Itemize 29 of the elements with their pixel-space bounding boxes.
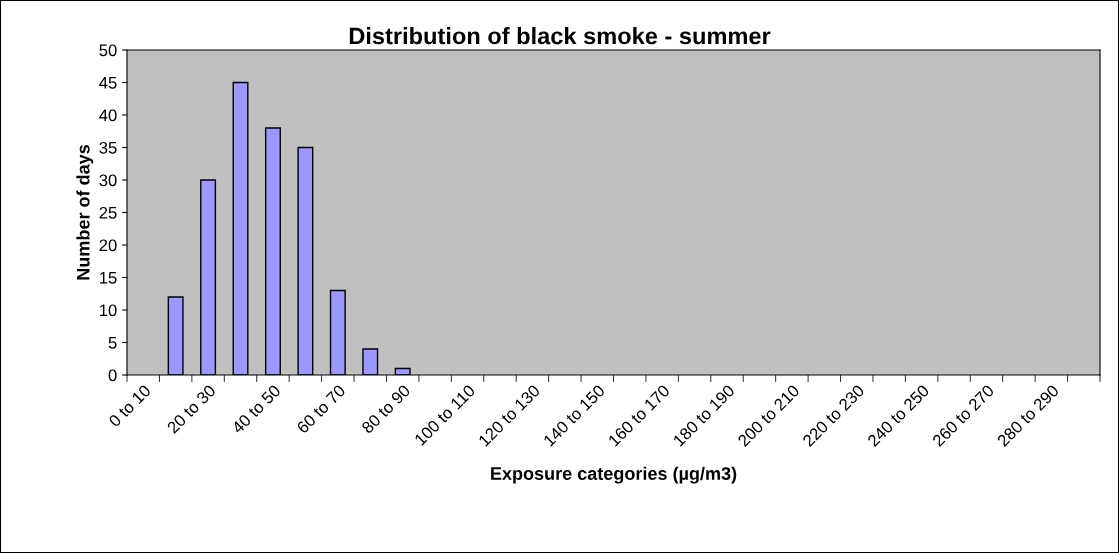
x-tick-label: 80 to 90 [360, 384, 411, 435]
x-tick-label: 100 to 110 [413, 384, 476, 446]
y-tick-label: 15 [100, 272, 117, 284]
x-tick-label: 20 to 30 [166, 384, 217, 434]
x-tick-label: 260 to 270 [931, 384, 995, 448]
x-tick-label: 160 to 170 [607, 384, 671, 447]
y-tick-label: 30 [99, 174, 117, 187]
x-tick-label: 120 to 130 [477, 384, 541, 447]
y-axis-title: Number of days [76, 145, 94, 280]
x-tick-label: 140 to 150 [542, 384, 606, 447]
x-tick-label: 220 to 230 [801, 384, 865, 448]
x-tick-label: 180 to 190 [672, 384, 736, 447]
chart-title: Distribution of black smoke - summer [349, 27, 771, 45]
y-tick-label: 50 [99, 44, 117, 57]
y-tick-label: 20 [99, 239, 117, 252]
x-tick-label: 60 to 70 [296, 384, 347, 434]
y-tick-label: 40 [99, 109, 117, 122]
y-tick-label: 0 [108, 369, 117, 382]
y-tick-label: 10 [100, 304, 117, 317]
x-tick-label: 40 to 50 [230, 384, 282, 435]
x-tick-label: 240 to 250 [866, 384, 930, 448]
x-tick-label: 0 to 10 [107, 384, 152, 428]
y-tick-label: 25 [99, 206, 117, 219]
x-tick-label: 200 to 210 [737, 384, 801, 448]
y-tick-label: 5 [108, 337, 117, 349]
y-tick-label: 35 [99, 141, 117, 154]
x-tick-label: 280 to 290 [996, 384, 1060, 448]
x-axis-title: Exposure categories (µg/m3) [491, 466, 737, 484]
y-tick-label: 45 [99, 77, 117, 89]
